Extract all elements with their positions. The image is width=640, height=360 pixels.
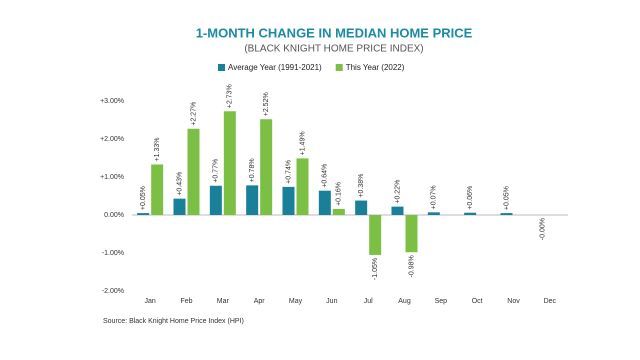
bar bbox=[391, 206, 404, 215]
value-label: +0.77% bbox=[213, 159, 220, 183]
bar bbox=[464, 212, 477, 215]
x-tick-label: Dec bbox=[544, 298, 557, 305]
x-tick-label: Apr bbox=[254, 298, 266, 305]
y-tick-label: -2.00% bbox=[102, 288, 124, 295]
bar bbox=[187, 128, 200, 215]
value-label: +0.16% bbox=[336, 182, 343, 206]
x-tick-label: May bbox=[289, 298, 303, 305]
x-tick-label: Jan bbox=[145, 298, 156, 305]
bar bbox=[260, 119, 273, 215]
value-label: +2.27% bbox=[190, 102, 197, 126]
x-tick-label: Jun bbox=[326, 298, 337, 305]
value-label: +0.06% bbox=[467, 186, 474, 210]
y-tick-label: +3.00% bbox=[100, 98, 124, 105]
bar bbox=[318, 190, 331, 215]
bar bbox=[282, 186, 295, 215]
x-tick-label: Feb bbox=[180, 298, 192, 305]
value-label: -0.00% bbox=[540, 218, 547, 240]
y-tick-label: +1.00% bbox=[100, 174, 124, 181]
bar bbox=[223, 111, 236, 215]
y-tick-label: 0.00% bbox=[104, 212, 124, 219]
bar bbox=[151, 164, 164, 215]
value-label: +1.49% bbox=[299, 131, 306, 155]
bar bbox=[369, 215, 382, 255]
bar bbox=[137, 213, 150, 215]
bar bbox=[355, 200, 368, 215]
bar bbox=[332, 208, 345, 215]
x-tick-label: Sep bbox=[435, 298, 448, 305]
x-tick-label: Oct bbox=[472, 298, 483, 305]
bar bbox=[427, 212, 440, 215]
value-label: +0.43% bbox=[176, 172, 183, 196]
bar bbox=[405, 215, 418, 253]
bar bbox=[500, 213, 513, 215]
x-tick-label: Mar bbox=[217, 298, 230, 305]
x-tick-label: Nov bbox=[507, 298, 520, 305]
value-label: +1.33% bbox=[154, 138, 161, 162]
legend-label: This Year (2022) bbox=[346, 63, 405, 72]
chart-subtitle: (BLACK KNIGHT HOME PRICE INDEX) bbox=[244, 44, 423, 55]
value-label: +0.78% bbox=[249, 158, 256, 182]
value-label: +0.07% bbox=[431, 185, 438, 209]
bar bbox=[246, 185, 259, 215]
value-label: +2.52% bbox=[263, 92, 270, 116]
legend-swatch bbox=[218, 64, 225, 71]
x-tick-label: Aug bbox=[398, 298, 411, 305]
x-tick-label: Jul bbox=[364, 298, 373, 305]
y-tick-label: -1.00% bbox=[102, 250, 124, 257]
value-label: +0.74% bbox=[285, 160, 292, 184]
y-tick-label: +2.00% bbox=[100, 136, 124, 143]
value-label: +2.73% bbox=[227, 84, 234, 108]
legend-label: Average Year (1991-2021) bbox=[228, 63, 322, 72]
bar bbox=[173, 198, 186, 215]
bar bbox=[296, 158, 309, 215]
legend-swatch bbox=[335, 64, 343, 71]
value-label: -0.98% bbox=[408, 255, 415, 277]
value-label: +0.22% bbox=[394, 180, 401, 204]
value-label: +0.38% bbox=[358, 174, 365, 198]
value-label: +0.05% bbox=[140, 186, 147, 210]
source-note: Source: Black Knight Home Price Index (H… bbox=[103, 318, 244, 325]
value-label: +0.05% bbox=[503, 186, 510, 210]
bar bbox=[209, 185, 222, 215]
chart-title: 1-MONTH CHANGE IN MEDIAN HOME PRICE bbox=[196, 25, 473, 40]
value-label: +0.64% bbox=[322, 164, 329, 188]
value-label: -1.05% bbox=[372, 258, 379, 280]
